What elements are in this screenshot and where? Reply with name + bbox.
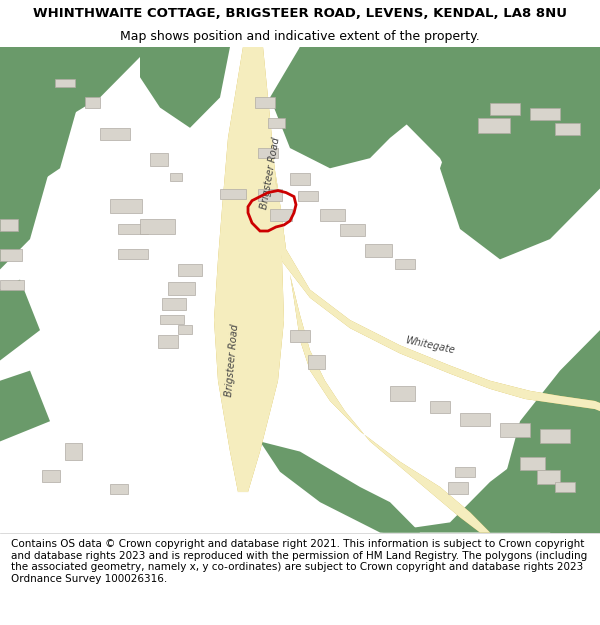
Polygon shape bbox=[365, 244, 392, 258]
Polygon shape bbox=[220, 189, 246, 199]
Polygon shape bbox=[110, 484, 128, 494]
Polygon shape bbox=[0, 158, 50, 269]
Polygon shape bbox=[430, 401, 450, 413]
Polygon shape bbox=[110, 199, 142, 212]
Polygon shape bbox=[0, 47, 40, 67]
Polygon shape bbox=[243, 47, 490, 532]
Polygon shape bbox=[520, 457, 545, 470]
Polygon shape bbox=[268, 118, 285, 128]
Polygon shape bbox=[0, 249, 22, 261]
Polygon shape bbox=[270, 47, 440, 168]
Polygon shape bbox=[162, 298, 186, 310]
Polygon shape bbox=[258, 148, 278, 158]
Polygon shape bbox=[55, 79, 75, 88]
Polygon shape bbox=[290, 47, 380, 118]
Polygon shape bbox=[490, 330, 600, 532]
Polygon shape bbox=[390, 386, 415, 401]
Polygon shape bbox=[170, 173, 182, 181]
Text: WHINTHWAITE COTTAGE, BRIGSTEER ROAD, LEVENS, KENDAL, LA8 8NU: WHINTHWAITE COTTAGE, BRIGSTEER ROAD, LEV… bbox=[33, 7, 567, 19]
Polygon shape bbox=[555, 122, 580, 135]
Polygon shape bbox=[490, 102, 520, 114]
Polygon shape bbox=[290, 173, 310, 186]
Polygon shape bbox=[0, 371, 50, 441]
Polygon shape bbox=[460, 413, 490, 426]
Polygon shape bbox=[42, 470, 60, 482]
Text: Brigsteer Road: Brigsteer Road bbox=[224, 324, 240, 398]
Polygon shape bbox=[85, 98, 100, 107]
Polygon shape bbox=[118, 224, 148, 234]
Polygon shape bbox=[214, 47, 284, 492]
Polygon shape bbox=[140, 47, 230, 128]
Polygon shape bbox=[0, 219, 18, 231]
Polygon shape bbox=[500, 423, 530, 438]
Polygon shape bbox=[455, 467, 475, 477]
Text: Contains OS data © Crown copyright and database right 2021. This information is : Contains OS data © Crown copyright and d… bbox=[11, 539, 587, 584]
Polygon shape bbox=[118, 249, 148, 259]
Polygon shape bbox=[308, 356, 325, 369]
Text: Brigsteer Road: Brigsteer Road bbox=[259, 137, 281, 210]
Text: Map shows position and indicative extent of the property.: Map shows position and indicative extent… bbox=[120, 30, 480, 43]
Polygon shape bbox=[320, 209, 345, 221]
Polygon shape bbox=[168, 282, 195, 295]
Polygon shape bbox=[340, 224, 365, 236]
Polygon shape bbox=[258, 189, 282, 201]
Polygon shape bbox=[270, 209, 292, 221]
Polygon shape bbox=[380, 381, 600, 532]
Polygon shape bbox=[178, 325, 192, 334]
Polygon shape bbox=[255, 98, 275, 107]
Polygon shape bbox=[537, 470, 560, 484]
Polygon shape bbox=[214, 47, 284, 492]
Polygon shape bbox=[0, 279, 40, 361]
Polygon shape bbox=[0, 47, 120, 148]
Polygon shape bbox=[580, 47, 600, 78]
Polygon shape bbox=[0, 279, 24, 290]
Polygon shape bbox=[150, 153, 168, 166]
Polygon shape bbox=[100, 128, 130, 140]
Polygon shape bbox=[395, 259, 415, 269]
Polygon shape bbox=[290, 330, 310, 342]
Polygon shape bbox=[160, 315, 184, 324]
Polygon shape bbox=[530, 107, 560, 120]
Polygon shape bbox=[65, 444, 82, 459]
Polygon shape bbox=[440, 47, 600, 259]
Text: Whitegate: Whitegate bbox=[404, 335, 456, 356]
Polygon shape bbox=[243, 47, 490, 532]
Polygon shape bbox=[0, 47, 60, 98]
Polygon shape bbox=[274, 189, 600, 411]
Polygon shape bbox=[298, 191, 318, 201]
Polygon shape bbox=[448, 482, 468, 494]
Polygon shape bbox=[140, 219, 175, 234]
Polygon shape bbox=[0, 47, 150, 128]
Polygon shape bbox=[340, 47, 600, 209]
Polygon shape bbox=[178, 264, 202, 276]
Polygon shape bbox=[260, 441, 420, 532]
Polygon shape bbox=[555, 482, 575, 492]
Polygon shape bbox=[0, 88, 80, 209]
Polygon shape bbox=[158, 335, 178, 348]
Polygon shape bbox=[550, 431, 600, 532]
Polygon shape bbox=[540, 429, 570, 444]
Polygon shape bbox=[478, 118, 510, 133]
Polygon shape bbox=[274, 189, 600, 411]
